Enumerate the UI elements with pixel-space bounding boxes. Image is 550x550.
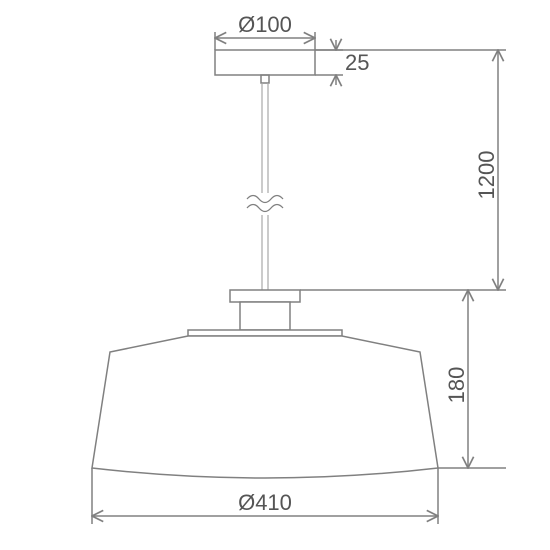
shade-body bbox=[92, 336, 438, 478]
break-mark-bottom bbox=[247, 205, 283, 212]
neck bbox=[240, 302, 290, 330]
cap-plate bbox=[230, 290, 300, 302]
cable bbox=[262, 83, 268, 290]
canopy bbox=[215, 50, 315, 75]
label-canopy-dia: Ø100 bbox=[238, 12, 292, 37]
label-drop: 1200 bbox=[474, 151, 499, 200]
lamp-outline bbox=[92, 50, 438, 478]
dimension-drawing: Ø100 25 1200 180 Ø410 bbox=[0, 0, 550, 550]
label-shade-h: 180 bbox=[444, 367, 469, 404]
dim-canopy-h bbox=[315, 40, 343, 85]
shade-lip bbox=[188, 330, 342, 336]
label-shade-dia: Ø410 bbox=[238, 490, 292, 515]
break-mark-top bbox=[247, 196, 283, 203]
strain-relief bbox=[261, 75, 269, 83]
label-canopy-h: 25 bbox=[345, 50, 369, 75]
